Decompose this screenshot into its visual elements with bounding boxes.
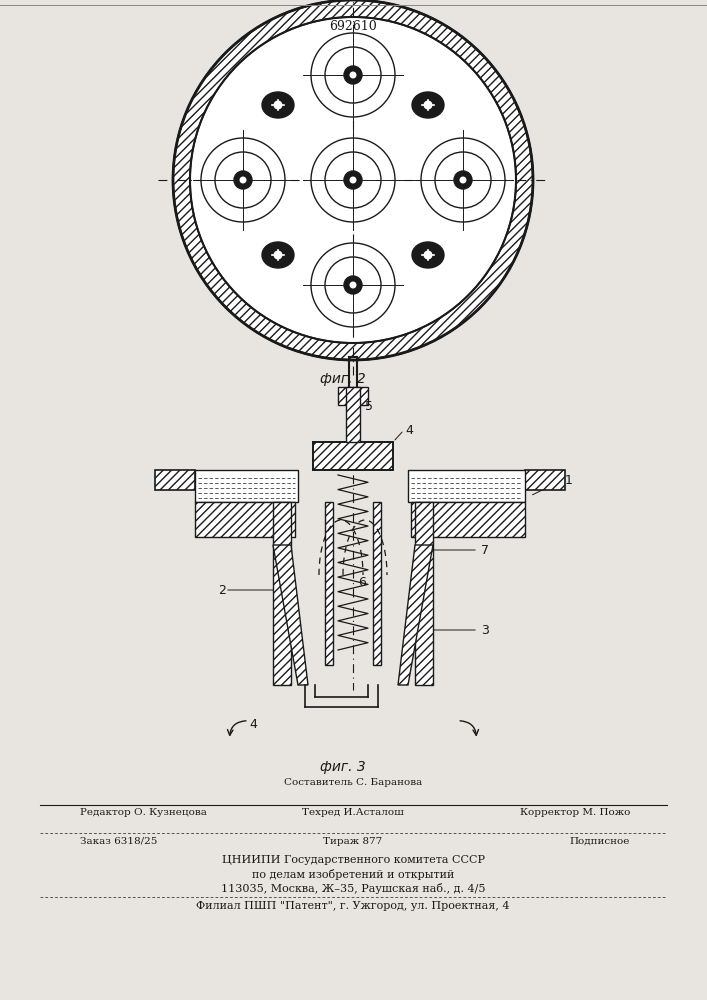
Circle shape <box>274 250 283 259</box>
Bar <box>346 387 360 442</box>
Circle shape <box>460 176 467 184</box>
Circle shape <box>423 101 433 109</box>
Circle shape <box>274 101 283 109</box>
Text: Редактор О. Кузнецова: Редактор О. Кузнецова <box>80 808 207 817</box>
Text: 4: 4 <box>249 718 257 732</box>
Bar <box>313 442 393 470</box>
Circle shape <box>423 250 433 259</box>
Text: фиг. 2: фиг. 2 <box>320 372 366 386</box>
Circle shape <box>344 171 362 189</box>
Circle shape <box>311 243 395 327</box>
Polygon shape <box>273 545 308 685</box>
Bar <box>195 502 295 537</box>
Circle shape <box>173 0 533 360</box>
Text: 4: 4 <box>405 424 413 436</box>
Circle shape <box>344 66 362 84</box>
Ellipse shape <box>412 92 444 118</box>
Bar <box>408 470 525 502</box>
Text: Филиал ПШП "Патент", г. Ужгород, ул. Проектная, 4: Филиал ПШП "Патент", г. Ужгород, ул. Про… <box>197 901 510 911</box>
Bar <box>273 502 291 685</box>
Bar <box>411 502 525 537</box>
Text: 692610: 692610 <box>329 20 377 33</box>
Ellipse shape <box>412 242 444 268</box>
Bar <box>325 502 333 665</box>
Text: Заказ 6318/25: Заказ 6318/25 <box>80 837 158 846</box>
Circle shape <box>325 152 381 208</box>
Text: Корректор М. Пожо: Корректор М. Пожо <box>520 808 630 817</box>
Circle shape <box>325 257 381 313</box>
Bar <box>373 502 381 665</box>
Ellipse shape <box>262 92 294 118</box>
Text: 113035, Москва, Ж–35, Раушская наб., д. 4/5: 113035, Москва, Ж–35, Раушская наб., д. … <box>221 883 485 894</box>
Circle shape <box>311 33 395 117</box>
Circle shape <box>349 72 356 79</box>
Bar <box>525 470 565 490</box>
Text: по делам изобретений и открытий: по делам изобретений и открытий <box>252 869 454 880</box>
Bar <box>415 502 433 685</box>
Text: Тираж 877: Тираж 877 <box>323 837 382 846</box>
Text: 2: 2 <box>218 584 226 596</box>
Circle shape <box>349 176 356 184</box>
Polygon shape <box>398 545 433 685</box>
Circle shape <box>234 171 252 189</box>
Bar <box>195 470 298 502</box>
Text: Техред И.Асталош: Техред И.Асталош <box>302 808 404 817</box>
Ellipse shape <box>262 242 294 268</box>
Circle shape <box>344 276 362 294</box>
Bar <box>155 470 195 490</box>
Text: 1: 1 <box>565 474 573 487</box>
Bar <box>338 387 368 405</box>
Circle shape <box>215 152 271 208</box>
Circle shape <box>325 47 381 103</box>
Circle shape <box>349 282 356 288</box>
Circle shape <box>454 171 472 189</box>
Text: фиг. 3: фиг. 3 <box>320 760 366 774</box>
Circle shape <box>311 138 395 222</box>
Circle shape <box>240 176 247 184</box>
Text: Составитель С. Баранова: Составитель С. Баранова <box>284 778 422 787</box>
Circle shape <box>201 138 285 222</box>
Circle shape <box>421 138 505 222</box>
Text: 7: 7 <box>481 544 489 556</box>
Text: Подписное: Подписное <box>570 837 630 846</box>
Text: ЦНИИПИ Государственного комитета СССР: ЦНИИПИ Государственного комитета СССР <box>221 855 484 865</box>
Circle shape <box>435 152 491 208</box>
Text: 3: 3 <box>481 624 489 637</box>
Text: 6: 6 <box>358 576 366 589</box>
Text: 5: 5 <box>365 400 373 414</box>
